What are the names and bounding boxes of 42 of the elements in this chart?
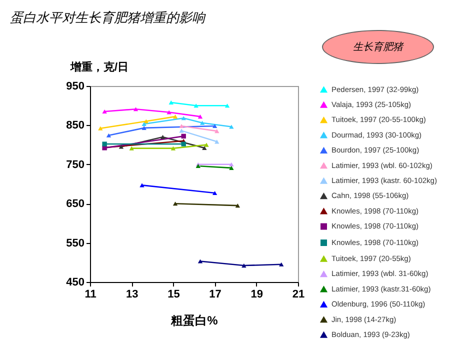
point: [224, 104, 230, 108]
y-tick-label: 950: [66, 80, 84, 92]
point: [102, 109, 107, 114]
point: [229, 124, 234, 129]
point: [194, 104, 198, 108]
point: [102, 142, 107, 146]
point: [98, 126, 103, 130]
point: [144, 119, 149, 124]
point: [200, 120, 205, 125]
point: [198, 259, 203, 264]
point: [129, 146, 134, 150]
y-tick-label: 850: [66, 120, 84, 132]
y-tick-label: 550: [66, 237, 84, 250]
point: [181, 134, 186, 139]
point: [142, 122, 146, 126]
point: [202, 146, 207, 150]
point: [204, 142, 209, 147]
point: [166, 110, 172, 114]
point: [242, 264, 246, 268]
x-tick-label: 17: [209, 288, 222, 300]
y-tick-label: 750: [66, 158, 84, 171]
point: [212, 124, 218, 128]
x-tick-label: 19: [250, 288, 264, 300]
point: [118, 144, 124, 149]
x-tick-label: 13: [126, 288, 138, 300]
x-tick-label: 21: [292, 288, 305, 300]
chart-title: 蛋白水平对生长育肥猪增重的影响: [10, 10, 206, 25]
point: [133, 107, 138, 112]
x-tick-label: 11: [84, 288, 96, 300]
point: [172, 114, 178, 119]
point: [279, 262, 284, 266]
x-axis-title: 粗蛋白%: [170, 314, 218, 328]
point: [198, 114, 203, 119]
point: [170, 146, 176, 150]
y-tick-label: 650: [66, 198, 84, 210]
point: [106, 133, 112, 138]
point: [142, 126, 146, 130]
x-tick-label: 15: [168, 288, 180, 300]
y-tick-label: 450: [66, 276, 84, 288]
y-axis-title: 增重，克/日: [70, 60, 129, 74]
point: [168, 100, 174, 104]
point: [160, 134, 166, 139]
